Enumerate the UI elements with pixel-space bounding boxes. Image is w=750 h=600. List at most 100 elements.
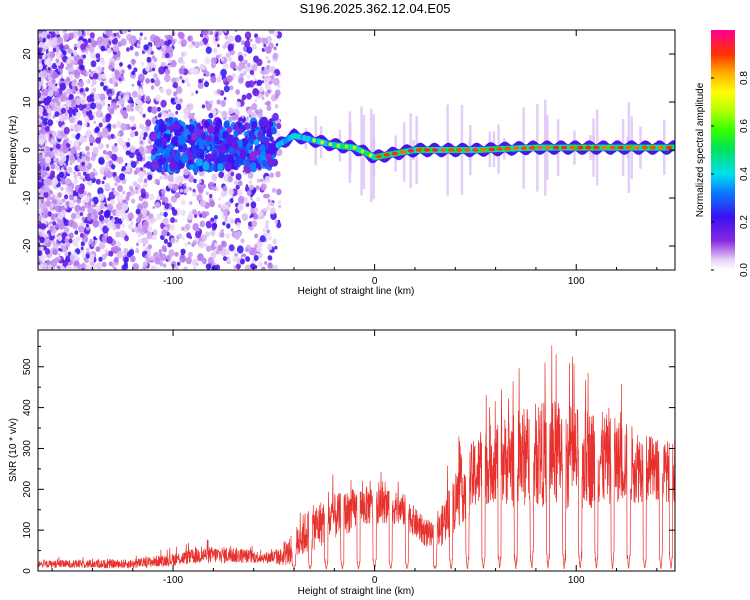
spectrogram-noise-cell bbox=[120, 123, 127, 131]
spectrogram-cluster-cell bbox=[169, 151, 173, 156]
spectrogram-noise-cell bbox=[234, 34, 242, 43]
spectrogram-noise-cell bbox=[116, 250, 123, 259]
spectrogram-noise-cell bbox=[58, 159, 64, 167]
spectrogram-cluster-cell bbox=[203, 150, 207, 155]
spectrogram-noise-cell bbox=[126, 251, 133, 258]
y-tick-label: 200 bbox=[22, 481, 33, 498]
spectrogram-noise-cell bbox=[58, 252, 61, 257]
spectrogram-noise-cell bbox=[259, 86, 264, 93]
spectrogram-noise-cell bbox=[55, 68, 59, 72]
spectrogram-noise-cell bbox=[123, 261, 128, 267]
spectrogram-noise-cell bbox=[83, 171, 87, 176]
spectrogram-cluster-cell bbox=[152, 154, 156, 160]
spectrogram-noise-cell bbox=[80, 241, 85, 247]
spectrogram-noise-cell bbox=[161, 245, 167, 252]
spectrogram-noise-cell bbox=[59, 94, 66, 102]
spectrogram-noise-cell bbox=[162, 217, 169, 225]
spectrogram-noise-cell bbox=[260, 183, 267, 191]
spectrogram-noise-cell bbox=[68, 93, 74, 101]
spectrogram-noise-cell bbox=[106, 47, 112, 54]
spectrogram-noise-cell bbox=[60, 186, 64, 191]
spectrogram-noise-cell bbox=[153, 266, 160, 270]
spectrogram-noise-cell bbox=[167, 174, 174, 182]
spectrogram-noise-cell bbox=[136, 242, 139, 247]
spectrogram-noise-cell bbox=[107, 135, 111, 140]
y-tick-label: 100 bbox=[22, 521, 33, 538]
spectrogram-cluster-cell bbox=[225, 134, 234, 145]
spectrogram-cluster-cell bbox=[173, 120, 181, 131]
ridge-peak bbox=[407, 148, 415, 153]
spectrogram-cluster-cell bbox=[267, 157, 275, 168]
spectrogram-cluster-cell bbox=[158, 122, 167, 133]
spectrogram-noise-cell bbox=[123, 256, 129, 263]
spectrogram-noise-cell bbox=[248, 221, 253, 227]
spectrogram-noise-cell bbox=[210, 230, 216, 237]
spectrogram-noise-cell bbox=[119, 230, 126, 238]
spectrogram-cluster-cell bbox=[200, 132, 207, 140]
spectrogram-noise-cell bbox=[169, 224, 175, 231]
spectrogram-cluster-cell bbox=[178, 135, 186, 146]
snr-series-line bbox=[38, 345, 675, 571]
spectrogram-noise-cell bbox=[225, 216, 228, 220]
spectrogram-noise-cell bbox=[226, 75, 233, 83]
spectrogram-noise-cell bbox=[49, 190, 53, 195]
spectrogram-noise-cell bbox=[132, 181, 138, 187]
spectrogram-noise-cell bbox=[255, 36, 262, 44]
spectrogram-noise-cell bbox=[136, 217, 142, 224]
spectrogram-noise-cell bbox=[38, 228, 41, 233]
spectrogram-noise-cell bbox=[42, 260, 45, 264]
spectrogram-noise-cell bbox=[71, 133, 76, 139]
spectrogram-noise-cell bbox=[55, 205, 62, 213]
spectrogram-noise-cell bbox=[201, 257, 207, 264]
spectrogram-noise-cell bbox=[204, 243, 208, 248]
spectrogram-noise-cell bbox=[272, 72, 276, 78]
ridge-peak bbox=[368, 153, 373, 158]
spectrogram-noise-cell bbox=[154, 218, 157, 222]
spectrogram-noise-cell bbox=[66, 89, 71, 95]
spectrogram-noise-cell bbox=[146, 252, 151, 258]
spectrogram-noise-cell bbox=[107, 106, 112, 112]
spectrogram-noise-cell bbox=[55, 223, 60, 229]
spectrogram-noise-cell bbox=[144, 147, 148, 152]
spectrogram-noise-cell bbox=[62, 146, 69, 154]
ridge-peak bbox=[480, 147, 487, 152]
spectrogram-noise-cell bbox=[188, 43, 194, 49]
snr-axes: -100 0 100 0 100 200 300 400 500 bbox=[22, 330, 675, 586]
spectrogram-noise-cell bbox=[80, 262, 86, 269]
spectrogram-cluster-cell bbox=[224, 162, 232, 172]
spectrogram-noise-cell bbox=[91, 83, 94, 88]
spectrogram-noise-cell bbox=[105, 161, 110, 168]
spectrogram-noise-cell bbox=[245, 247, 249, 253]
spectrogram-noise-cell bbox=[57, 211, 64, 220]
spectrogram-noise-cell bbox=[176, 261, 181, 266]
spectrogram-cluster-cell bbox=[192, 163, 197, 170]
spectrogram-noise-cell bbox=[96, 262, 103, 270]
spectrogram-noise-cell bbox=[61, 237, 66, 244]
y-tick-label: 0 bbox=[22, 568, 33, 574]
spectrogram-noise-cell bbox=[38, 91, 42, 98]
spectrogram-noise-cell bbox=[67, 185, 73, 192]
spectrogram-noise-cell bbox=[119, 98, 125, 106]
spectrogram-noise-cell bbox=[101, 67, 105, 71]
spectrogram-noise-cell bbox=[142, 113, 146, 118]
spectrogram-noise-cell bbox=[76, 215, 80, 220]
ridge-peak bbox=[520, 146, 527, 150]
spectrogram-noise-cell bbox=[131, 198, 136, 204]
spectrogram-noise-cell bbox=[152, 229, 158, 236]
spectrogram-noise-cell bbox=[178, 233, 183, 239]
spectrogram-noise-cell bbox=[134, 150, 139, 156]
spectrogram-noise-cell bbox=[156, 77, 159, 81]
spectrogram-noise-cell bbox=[215, 187, 219, 192]
spectrogram-noise-cell bbox=[38, 250, 43, 257]
spectrogram-noise-cell bbox=[143, 132, 148, 138]
spectrogram-noise-cell bbox=[210, 75, 217, 83]
spectrogram-noise-cell bbox=[162, 201, 166, 206]
spectrogram-noise-cell bbox=[65, 81, 70, 86]
spectrogram-noise-cell bbox=[74, 46, 77, 51]
spectrogram-noise-cell bbox=[192, 259, 199, 266]
ridge-peak bbox=[448, 148, 455, 152]
ridge-peak bbox=[464, 148, 471, 152]
spectrogram-noise-cell bbox=[259, 109, 263, 114]
spectrogram-noise-cell bbox=[40, 255, 45, 260]
ridge-peak bbox=[552, 145, 560, 150]
